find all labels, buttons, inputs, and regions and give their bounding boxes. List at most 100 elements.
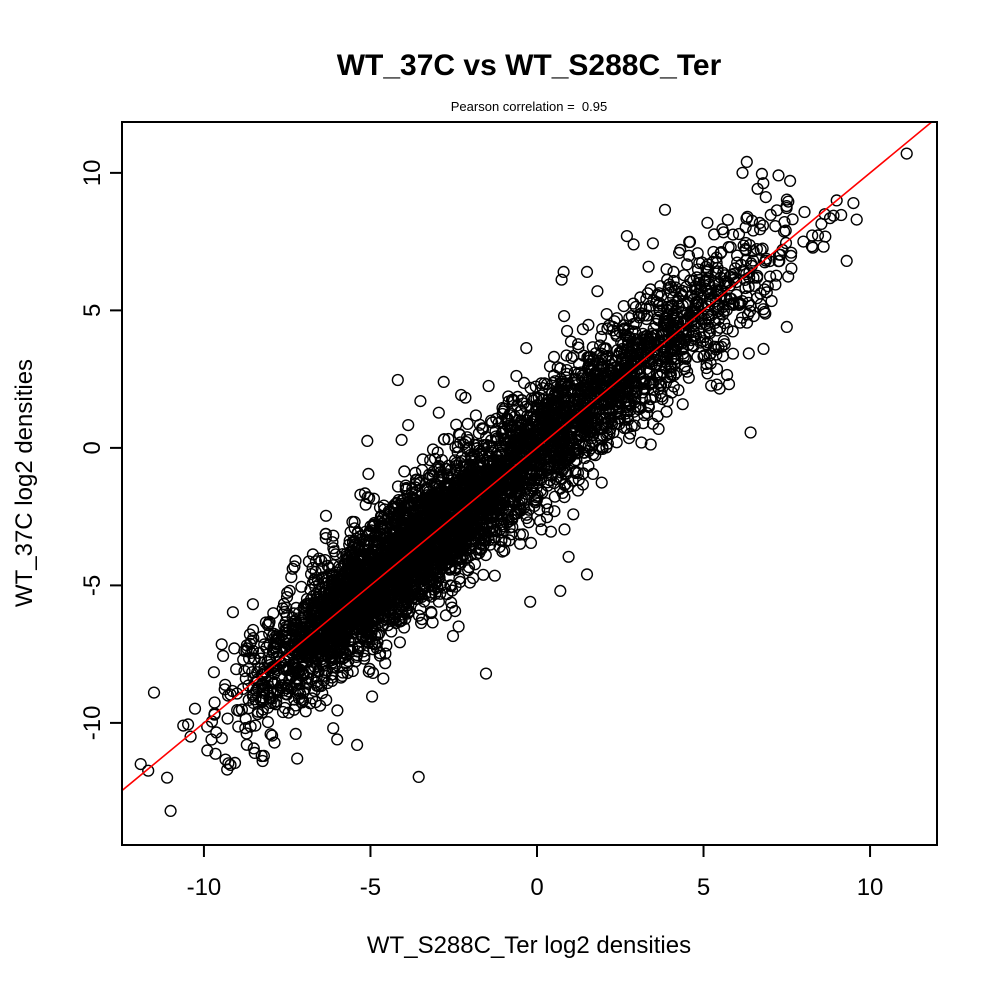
data-point xyxy=(346,641,359,654)
data-point xyxy=(215,638,228,651)
data-point xyxy=(308,573,321,586)
data-point xyxy=(557,310,571,323)
data-point xyxy=(282,706,295,719)
data-point xyxy=(295,580,308,593)
data-point xyxy=(289,554,302,568)
data-point xyxy=(536,422,549,435)
data-point xyxy=(249,719,262,732)
data-point xyxy=(319,509,333,522)
data-point xyxy=(703,327,716,340)
data-point xyxy=(386,596,400,609)
data-point xyxy=(279,641,293,655)
data-point xyxy=(506,393,519,406)
data-point xyxy=(721,322,734,335)
data-point xyxy=(240,645,253,658)
data-point xyxy=(479,667,493,680)
data-point xyxy=(464,549,477,562)
data-point xyxy=(610,436,623,449)
data-point xyxy=(266,729,279,742)
data-point xyxy=(798,205,811,219)
data-point xyxy=(363,526,376,540)
data-point xyxy=(453,572,466,585)
data-point xyxy=(321,612,334,626)
data-point xyxy=(710,348,723,361)
data-point xyxy=(555,273,568,286)
data-point xyxy=(417,535,430,548)
data-point xyxy=(757,177,770,190)
data-point xyxy=(532,433,546,446)
data-point xyxy=(687,292,701,305)
data-point xyxy=(385,625,398,638)
data-point xyxy=(577,467,590,480)
data-point xyxy=(530,405,543,418)
data-point xyxy=(712,341,725,354)
data-point xyxy=(698,349,711,362)
data-point xyxy=(680,258,694,271)
data-point xyxy=(700,337,713,351)
data-point xyxy=(593,339,607,352)
data-point xyxy=(779,236,793,250)
data-point xyxy=(407,591,420,605)
data-point xyxy=(753,216,766,230)
data-point xyxy=(334,614,347,627)
data-point xyxy=(217,649,230,663)
data-point xyxy=(391,480,405,493)
data-point xyxy=(413,477,427,490)
data-point xyxy=(339,648,353,661)
data-point xyxy=(700,357,713,371)
data-point xyxy=(177,719,190,732)
data-point xyxy=(600,429,613,442)
data-point xyxy=(599,412,612,425)
data-point xyxy=(716,223,729,236)
data-point xyxy=(262,617,276,631)
data-point xyxy=(722,241,735,254)
data-point xyxy=(412,770,425,784)
data-point xyxy=(231,703,244,717)
data-point xyxy=(582,318,595,332)
data-point xyxy=(317,654,330,668)
data-point xyxy=(452,620,465,633)
data-point xyxy=(535,377,548,390)
data-point xyxy=(359,498,372,511)
data-point xyxy=(618,413,631,426)
data-point xyxy=(691,350,704,363)
data-point xyxy=(221,712,234,725)
data-point xyxy=(621,410,634,423)
data-point xyxy=(262,679,275,692)
data-point xyxy=(571,338,585,351)
data-point xyxy=(182,718,195,731)
data-point xyxy=(780,201,793,215)
data-point xyxy=(395,433,408,447)
data-point xyxy=(782,270,795,283)
data-point xyxy=(778,216,791,229)
data-point xyxy=(680,365,694,378)
data-point xyxy=(466,520,479,533)
data-point xyxy=(377,672,390,685)
data-point xyxy=(559,467,573,481)
data-point xyxy=(453,427,466,441)
data-point xyxy=(441,587,454,601)
data-point xyxy=(382,599,395,613)
data-point xyxy=(700,361,713,375)
data-point xyxy=(366,690,379,703)
data-point xyxy=(304,697,317,710)
data-point xyxy=(309,632,322,645)
data-point xyxy=(268,736,281,749)
data-point xyxy=(608,315,621,328)
data-point xyxy=(426,443,440,456)
data-point xyxy=(254,694,268,707)
data-point xyxy=(402,419,415,432)
data-point xyxy=(693,276,706,290)
data-point xyxy=(473,418,486,431)
data-point xyxy=(665,386,679,399)
data-point xyxy=(644,330,657,343)
data-point xyxy=(642,260,655,273)
data-point xyxy=(586,448,600,461)
data-point xyxy=(572,341,585,354)
data-point xyxy=(717,304,731,318)
data-point xyxy=(142,764,155,777)
data-point xyxy=(499,459,512,472)
data-point xyxy=(346,664,359,678)
data-point xyxy=(244,720,257,733)
